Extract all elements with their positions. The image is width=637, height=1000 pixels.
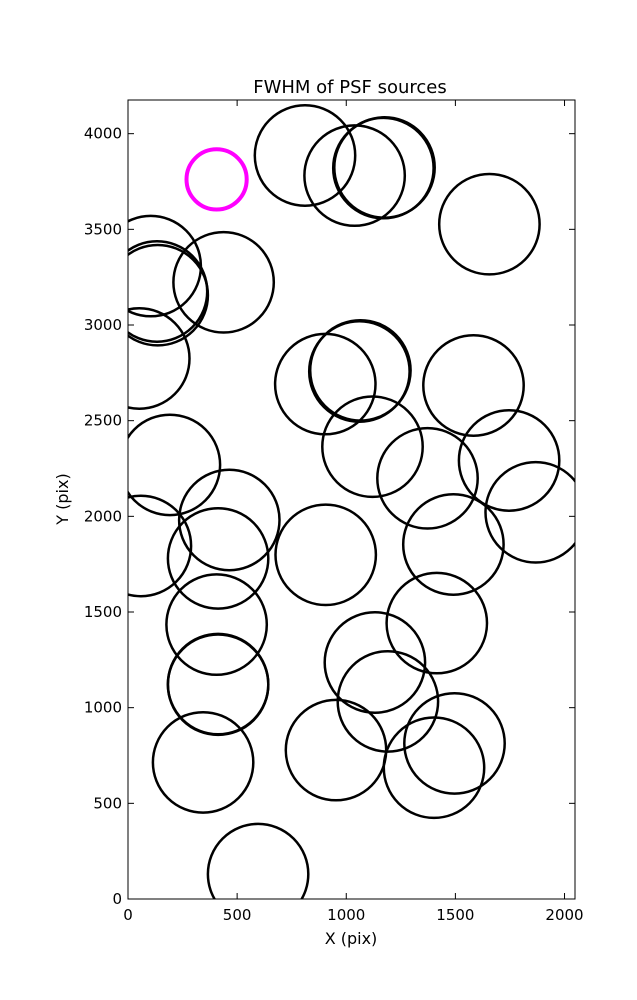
- source-circle: [172, 230, 276, 334]
- y-tick-label: 2500: [84, 412, 122, 430]
- source-circle: [321, 395, 424, 499]
- source-circle: [128, 240, 209, 343]
- source-circle: [165, 573, 269, 677]
- x-tick-label: 500: [223, 906, 252, 924]
- y-tick-label: 3000: [84, 316, 122, 334]
- source-circle: [166, 632, 270, 736]
- source-circle: [323, 611, 427, 714]
- x-tick-label: 2000: [545, 906, 583, 924]
- source-circle: [437, 172, 541, 276]
- source-circle: [376, 426, 479, 530]
- source-circle: [385, 571, 489, 675]
- y-tick-label: 3500: [84, 220, 122, 238]
- source-circle: [128, 494, 193, 598]
- y-tick-label: 0: [112, 890, 122, 908]
- source-circle: [273, 332, 377, 436]
- y-ticks: 0 500 1000 1500 2000 2500 3000 3500 4000: [84, 125, 575, 908]
- y-tick-label: 1500: [84, 603, 122, 621]
- source-circle: [457, 409, 561, 512]
- x-tick-label: 0: [123, 906, 133, 924]
- source-circle: [336, 649, 440, 753]
- chart-title: FWHM of PSF sources: [253, 77, 447, 98]
- source-circle: [484, 460, 575, 564]
- y-tick-label: 500: [93, 794, 122, 812]
- plot-frame: [127, 99, 576, 900]
- source-circle: [128, 413, 222, 517]
- y-tick-label: 4000: [84, 125, 122, 143]
- source-circle: [151, 710, 255, 814]
- plot-area: 0 500 1000 1500 2000 0 500 1000 1500 2000 2500 300…: [84, 99, 584, 924]
- x-axis-label: X (pix): [325, 929, 378, 948]
- y-axis-label: Y (pix): [53, 473, 72, 525]
- source-circle: [274, 503, 378, 607]
- y-tick-label: 1000: [84, 699, 122, 717]
- source-circle: [166, 506, 270, 610]
- source-circle: [401, 493, 505, 596]
- source-circle: [177, 468, 281, 572]
- y-tick-label: 2000: [84, 507, 122, 525]
- reference-circle: [184, 147, 249, 212]
- x-ticks: 0 500 1000 1500 2000: [123, 100, 584, 924]
- source-circle: [253, 104, 357, 207]
- source-circle: [382, 716, 486, 820]
- source-circle: [403, 691, 506, 795]
- source-circle: [422, 334, 525, 437]
- source-circle: [303, 124, 407, 228]
- source-circle: [284, 698, 388, 802]
- circle-marks: [128, 104, 575, 899]
- source-circle: [128, 307, 191, 410]
- source-circle: [206, 822, 310, 899]
- x-tick-label: 1000: [327, 906, 365, 924]
- source-circle: [308, 318, 412, 422]
- source-circle: [333, 116, 436, 219]
- x-tick-label: 1500: [436, 906, 474, 924]
